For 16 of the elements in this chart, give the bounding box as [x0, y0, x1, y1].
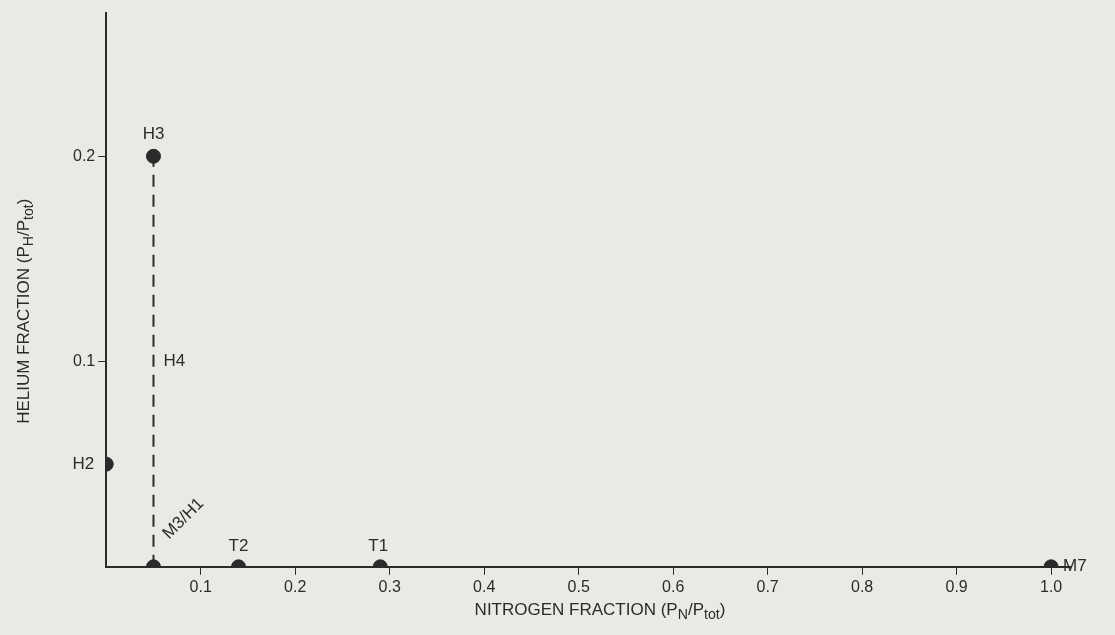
annotation: H2 — [72, 453, 95, 473]
x-tick-label: 0.1 — [189, 577, 212, 595]
x-tick-label: 0.2 — [284, 577, 307, 595]
annotation: T2 — [228, 536, 249, 556]
x-tick-label: 0.7 — [756, 577, 779, 595]
annotation: H4 — [163, 351, 186, 371]
x-axis-title: NITROGEN FRACTION (P$_{N}$/P$_{tot}$) — [473, 600, 727, 623]
x-tick-label: 0.3 — [378, 577, 401, 595]
x-tick-label: 0.9 — [945, 577, 968, 595]
annotation: T1 — [368, 536, 389, 556]
x-tick-label: 0.4 — [473, 577, 496, 595]
x-tick-label: 0.6 — [662, 577, 685, 595]
annotation: H3 — [142, 123, 165, 143]
x-tick-label: 1.0 — [1039, 577, 1063, 595]
x-tick-label: 0.5 — [567, 577, 590, 595]
x-tick-label: 0.8 — [851, 577, 874, 595]
